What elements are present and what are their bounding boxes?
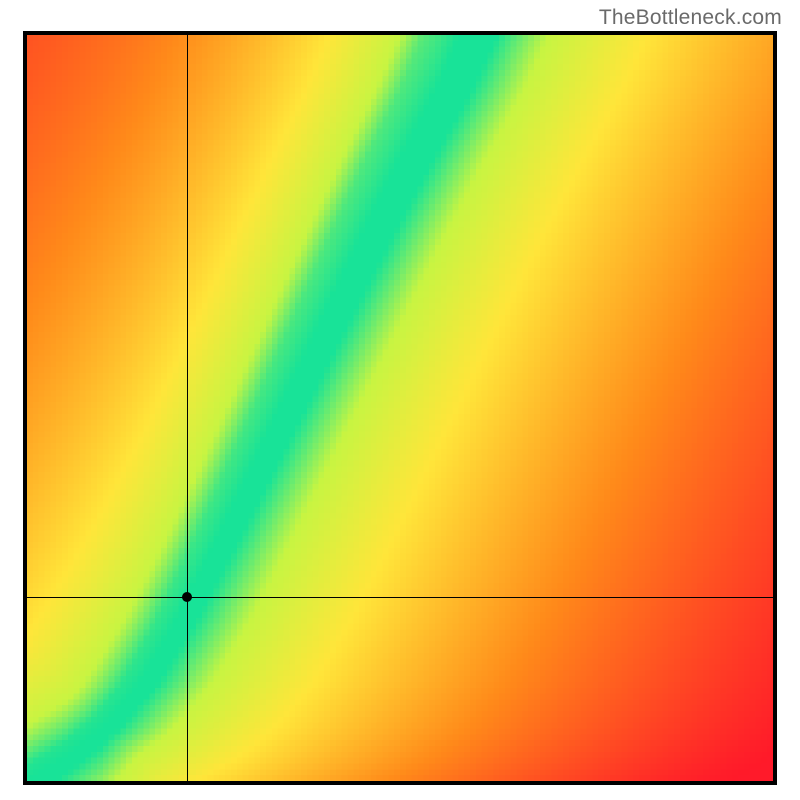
watermark-text: TheBottleneck.com <box>599 6 782 30</box>
crosshair-vertical <box>187 35 188 781</box>
crosshair-horizontal <box>27 597 773 598</box>
chart-container: TheBottleneck.com <box>0 0 800 800</box>
heatmap-canvas <box>27 35 773 781</box>
